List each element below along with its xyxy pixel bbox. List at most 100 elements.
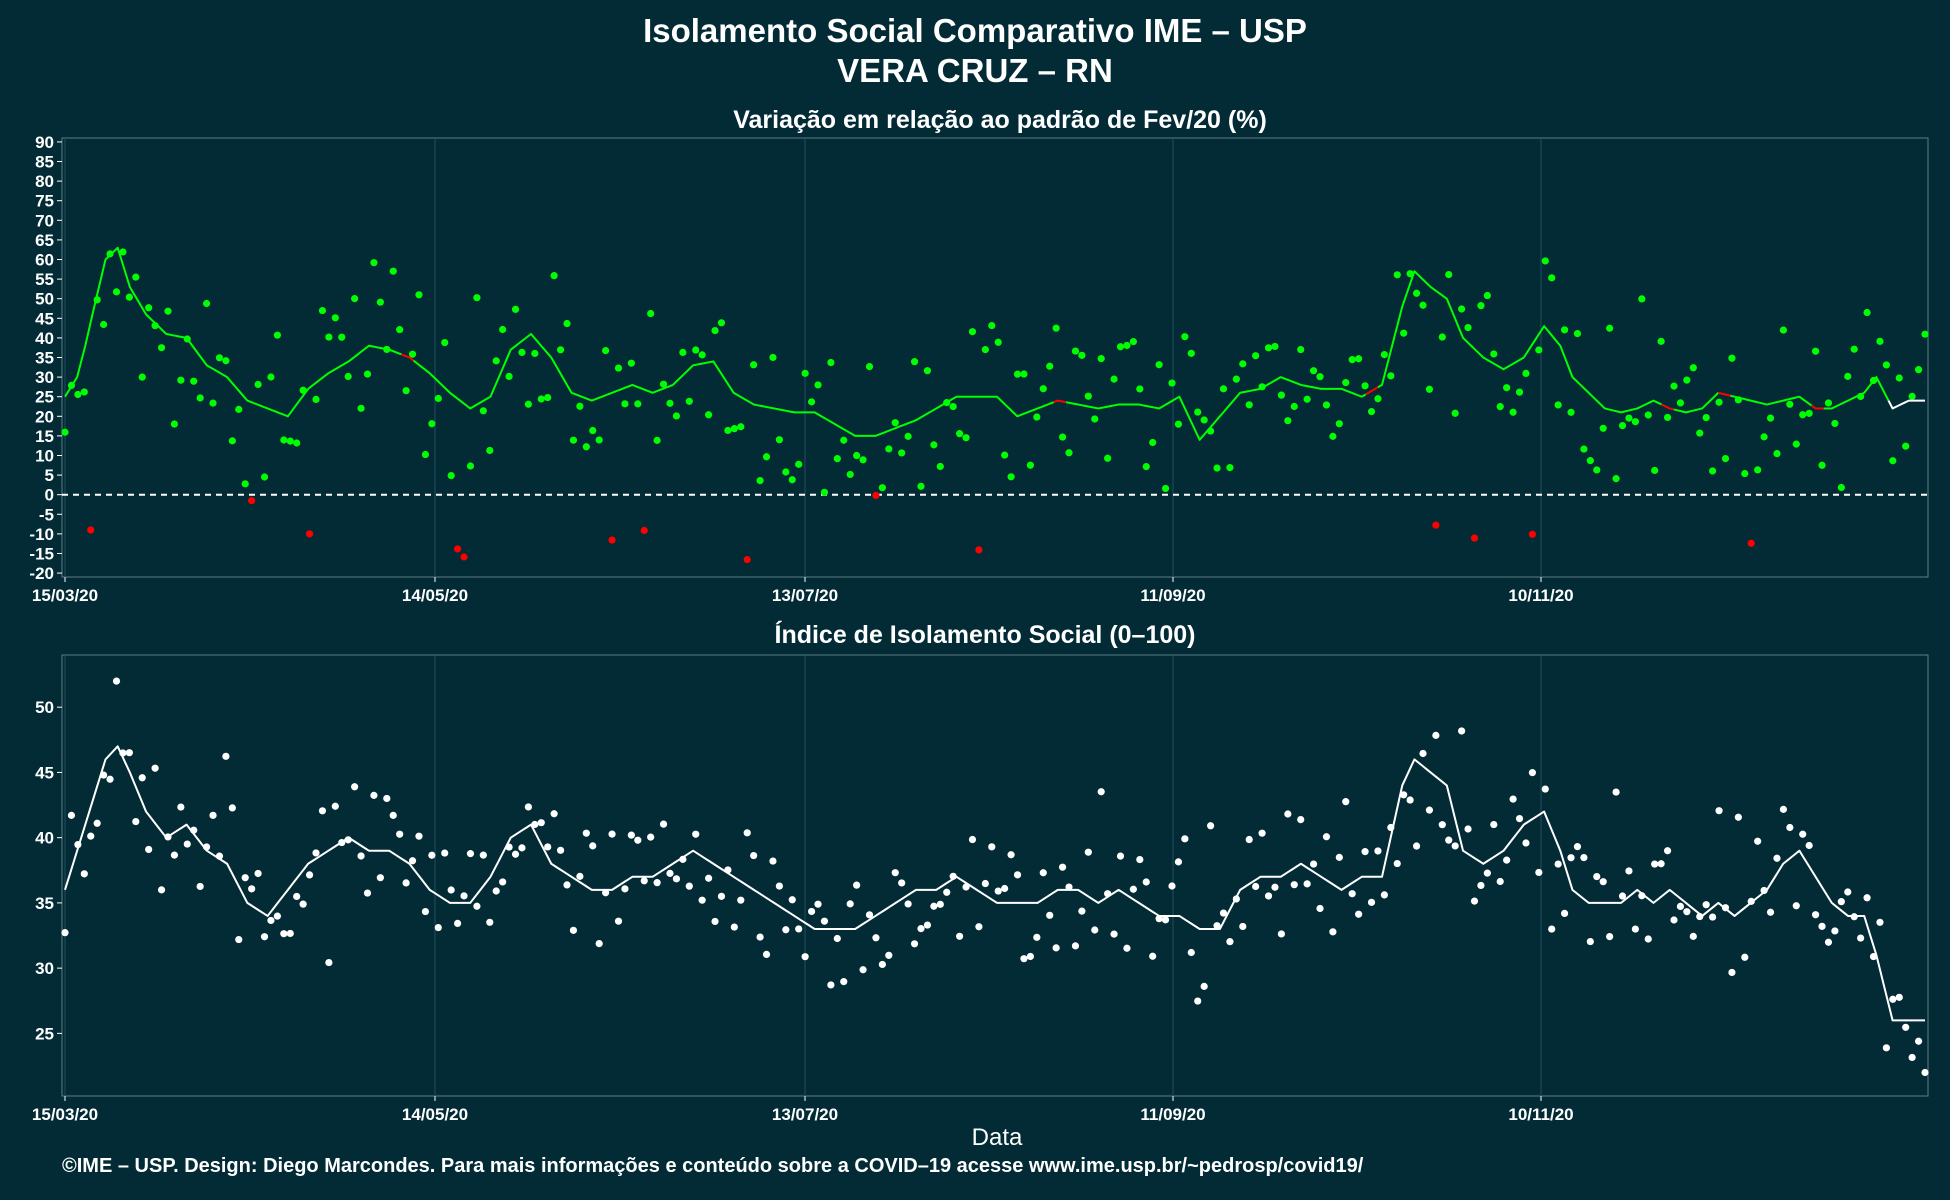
data-point xyxy=(344,372,352,381)
data-point xyxy=(1290,881,1298,889)
data-point xyxy=(1458,305,1466,313)
data-point xyxy=(762,950,771,958)
data-point xyxy=(614,364,623,372)
data-point xyxy=(1387,372,1395,380)
data-point xyxy=(1432,731,1440,739)
data-point xyxy=(196,394,204,402)
data-point xyxy=(1252,352,1260,360)
data-point xyxy=(1541,257,1549,265)
data-point xyxy=(737,896,745,904)
y-tick-label: -20 xyxy=(29,564,54,583)
data-point xyxy=(782,468,790,476)
panel1-grid xyxy=(64,138,1542,577)
data-point xyxy=(235,405,243,413)
data-point xyxy=(1593,466,1601,474)
data-point xyxy=(222,752,230,760)
moving-average-line xyxy=(1718,391,1731,397)
data-point xyxy=(840,978,848,986)
data-point xyxy=(1483,291,1491,300)
data-point xyxy=(988,321,996,330)
data-point xyxy=(312,395,320,403)
data-point xyxy=(730,425,738,433)
data-point xyxy=(1721,454,1730,463)
data-point xyxy=(1696,429,1704,437)
data-point xyxy=(1477,881,1485,890)
data-point xyxy=(254,869,262,878)
data-point xyxy=(692,346,700,354)
data-point xyxy=(608,830,616,838)
data-point xyxy=(602,889,610,897)
data-point xyxy=(389,811,397,819)
data-point xyxy=(750,361,758,369)
y-tick-label: 25 xyxy=(35,1024,54,1043)
data-point xyxy=(1001,451,1009,459)
data-point xyxy=(254,380,262,389)
data-point xyxy=(556,846,565,854)
data-point xyxy=(1792,902,1800,910)
data-point xyxy=(627,359,635,367)
data-point xyxy=(1084,848,1092,856)
data-point xyxy=(717,892,726,900)
data-point xyxy=(1187,948,1195,957)
data-point xyxy=(1464,323,1472,332)
data-point xyxy=(769,353,777,362)
data-point xyxy=(582,443,590,451)
data-point xyxy=(402,387,410,395)
data-point xyxy=(1573,843,1582,851)
data-point xyxy=(737,423,745,431)
data-point xyxy=(1297,345,1305,354)
data-point xyxy=(447,886,455,894)
data-point xyxy=(1644,935,1652,943)
moving-average-line xyxy=(1673,392,1720,414)
data-point xyxy=(1071,347,1080,355)
data-point xyxy=(267,916,275,925)
data-point xyxy=(1560,909,1569,918)
data-point xyxy=(1316,373,1324,381)
data-point xyxy=(132,817,140,826)
data-point xyxy=(408,857,417,865)
moving-average-line xyxy=(400,353,415,362)
moving-average-line xyxy=(1887,399,1925,410)
data-point xyxy=(248,885,256,893)
data-point xyxy=(711,327,719,335)
data-point xyxy=(1303,395,1311,403)
data-point xyxy=(1355,910,1363,918)
moving-average-line xyxy=(1377,270,1663,414)
data-point xyxy=(1535,346,1543,354)
data-point xyxy=(1239,360,1247,368)
data-point xyxy=(125,293,133,301)
data-point xyxy=(775,436,783,444)
data-point xyxy=(1400,791,1408,799)
data-point xyxy=(370,259,378,267)
data-point xyxy=(492,887,500,895)
data-point xyxy=(1844,372,1852,380)
data-point xyxy=(1766,908,1775,916)
data-point xyxy=(1168,882,1176,890)
data-point xyxy=(1580,445,1588,453)
data-point xyxy=(196,882,204,891)
data-point xyxy=(1258,829,1266,837)
y-tick-label: 75 xyxy=(35,192,54,211)
data-point xyxy=(260,473,269,481)
data-point xyxy=(1271,883,1279,891)
data-point xyxy=(1438,821,1446,829)
data-point xyxy=(434,394,442,403)
data-point xyxy=(1509,408,1517,416)
data-point xyxy=(1393,859,1401,868)
data-point xyxy=(1554,401,1562,409)
data-point xyxy=(408,350,417,358)
data-point xyxy=(544,843,552,851)
data-point xyxy=(1110,375,1118,383)
data-point xyxy=(1309,367,1318,375)
data-point xyxy=(1290,402,1298,411)
y-tick-label: 15 xyxy=(35,427,54,446)
data-point xyxy=(1528,530,1537,538)
data-point xyxy=(1033,413,1041,421)
data-point xyxy=(1342,378,1350,387)
moving-average-line xyxy=(1065,376,1367,441)
data-point xyxy=(138,774,146,782)
data-point xyxy=(1329,432,1337,440)
data-point xyxy=(299,900,307,908)
data-point xyxy=(923,367,932,375)
data-point xyxy=(1451,842,1459,850)
